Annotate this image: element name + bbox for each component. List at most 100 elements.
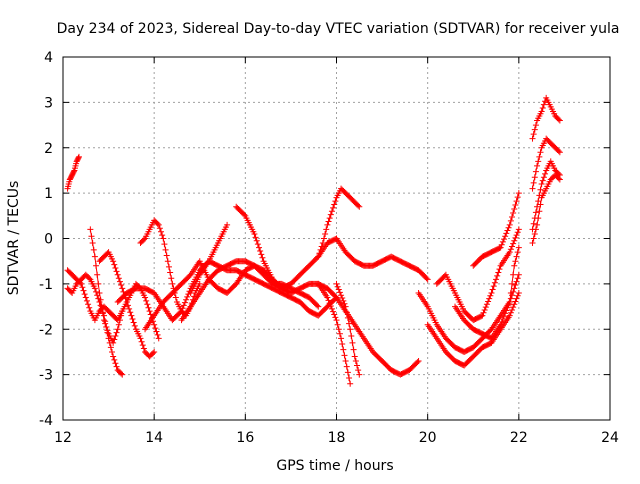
data-point xyxy=(143,297,150,304)
data-point xyxy=(159,232,166,239)
series xyxy=(87,226,162,346)
data-point xyxy=(497,244,504,251)
data-point xyxy=(128,312,135,319)
data-point xyxy=(142,294,149,301)
data-point xyxy=(506,299,513,306)
data-point xyxy=(140,236,147,243)
series-line xyxy=(181,260,420,376)
data-point xyxy=(508,280,515,287)
y-tick-label: 2 xyxy=(44,141,53,157)
series xyxy=(529,171,563,247)
data-point xyxy=(344,369,351,376)
data-point xyxy=(539,105,546,112)
data-point xyxy=(316,250,323,257)
data-point xyxy=(115,275,122,282)
data-point xyxy=(510,209,517,216)
data-point xyxy=(150,350,157,357)
y-tick-label: 1 xyxy=(44,186,53,202)
y-tick-label: 4 xyxy=(44,50,53,66)
data-point xyxy=(540,101,547,108)
data-point xyxy=(513,198,520,205)
data-point xyxy=(507,289,514,296)
series xyxy=(529,135,563,192)
data-point xyxy=(538,181,545,188)
data-point xyxy=(111,336,118,343)
x-tick-label: 22 xyxy=(510,430,528,446)
data-point xyxy=(152,325,159,332)
data-point xyxy=(258,251,265,258)
data-point xyxy=(161,241,168,248)
data-point xyxy=(146,308,153,315)
data-point xyxy=(532,168,539,175)
data-point xyxy=(328,305,335,312)
data-point xyxy=(101,317,108,324)
data-point xyxy=(89,240,96,247)
data-point xyxy=(179,305,186,312)
data-point xyxy=(151,321,158,328)
data-point xyxy=(493,276,500,283)
data-point xyxy=(532,122,539,129)
data-point xyxy=(515,289,522,296)
data-point xyxy=(531,230,538,237)
data-point xyxy=(511,237,518,244)
data-point xyxy=(94,271,101,278)
y-tick-label: -3 xyxy=(39,368,53,384)
data-point xyxy=(118,282,125,289)
data-point xyxy=(330,204,337,211)
data-point xyxy=(510,304,517,311)
data-point xyxy=(536,153,543,160)
data-point xyxy=(536,208,543,215)
data-point xyxy=(315,303,322,310)
data-point xyxy=(257,247,264,254)
data-point xyxy=(537,149,544,156)
data-point xyxy=(513,232,520,239)
data-point xyxy=(347,326,354,333)
data-point xyxy=(114,271,121,278)
data-point xyxy=(318,243,325,250)
data-point xyxy=(506,221,513,228)
data-point xyxy=(498,241,505,248)
data-point xyxy=(498,318,505,325)
x-axis-label: GPS time / hours xyxy=(276,458,393,474)
x-tick-label: 12 xyxy=(54,430,72,446)
data-point xyxy=(151,348,158,355)
data-point xyxy=(168,275,175,282)
data-point xyxy=(513,253,520,260)
data-point xyxy=(510,240,517,247)
data-point xyxy=(112,264,119,271)
data-point xyxy=(253,237,260,244)
data-point xyxy=(116,278,123,285)
series xyxy=(333,280,363,378)
series xyxy=(315,185,363,260)
data-point xyxy=(154,331,161,338)
data-point xyxy=(514,229,521,236)
data-point xyxy=(115,321,122,328)
data-point xyxy=(81,291,88,298)
data-point xyxy=(496,266,503,273)
x-tick-label: 16 xyxy=(236,430,254,446)
data-point xyxy=(80,287,87,294)
data-point xyxy=(323,226,330,233)
data-point xyxy=(252,234,259,241)
data-point xyxy=(512,202,519,209)
data-point xyxy=(109,348,116,355)
data-point xyxy=(140,345,147,352)
data-point xyxy=(330,308,337,315)
series xyxy=(424,289,522,369)
data-point xyxy=(535,215,542,222)
data-point xyxy=(110,353,117,360)
data-point xyxy=(505,224,512,231)
data-point xyxy=(338,335,345,342)
data-point xyxy=(507,217,514,224)
data-point xyxy=(341,352,348,359)
data-point xyxy=(511,301,518,308)
series xyxy=(415,271,522,355)
data-point xyxy=(483,301,490,308)
data-point xyxy=(346,320,353,327)
data-point xyxy=(127,309,134,316)
data-point xyxy=(338,292,345,299)
data-point xyxy=(556,176,563,183)
data-point xyxy=(112,360,119,367)
data-point xyxy=(351,353,358,360)
